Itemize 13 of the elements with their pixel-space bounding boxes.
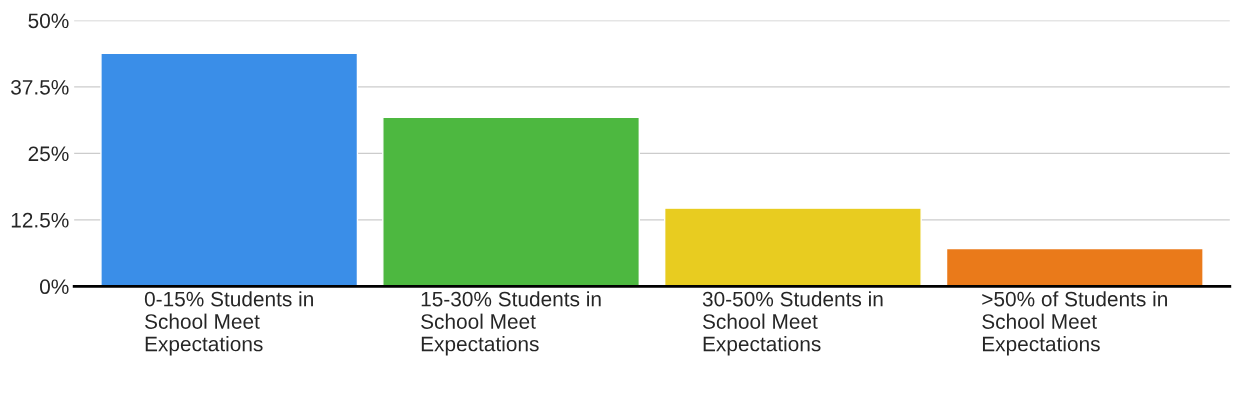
bar — [382, 116, 641, 287]
x-tick-label: 0-15% Students in School Meet Expectations — [144, 291, 313, 356]
y-tick-label: 37.5% — [11, 79, 69, 95]
bar — [945, 247, 1204, 287]
y-tick-label: 12.5% — [11, 212, 69, 228]
y-tick-label: 50% — [28, 13, 69, 29]
x-tick-label: 15-30% Students in School Meet Expectations — [421, 291, 601, 356]
y-tick-label: 25% — [28, 146, 69, 162]
y-tick-label: 0% — [40, 279, 69, 295]
x-tick-label: >50% of Students in School Meet Expectations — [982, 291, 1167, 356]
x-tick-label: 30-50% Students in School Meet Expectations — [702, 291, 883, 356]
bar — [663, 207, 922, 287]
bar — [100, 52, 359, 287]
